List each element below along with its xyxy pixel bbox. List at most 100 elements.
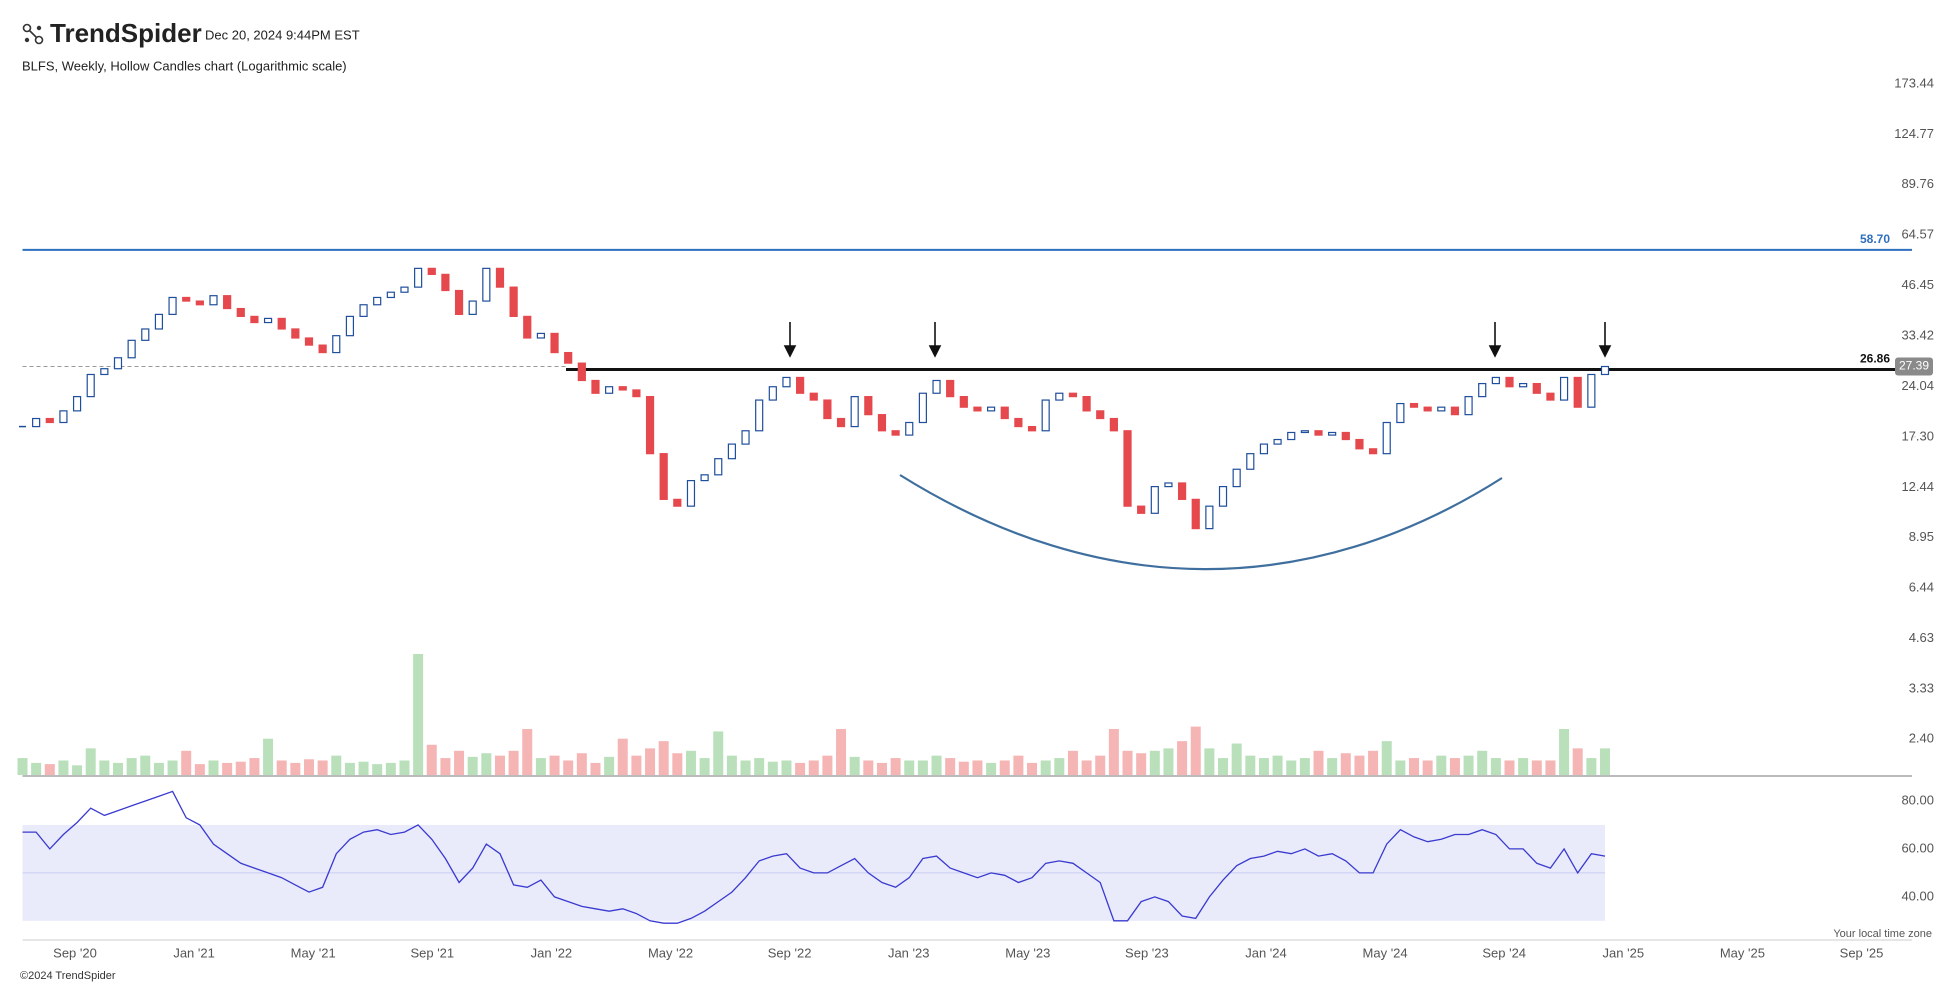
- volume-bar: [1286, 760, 1297, 775]
- volume-bar: [863, 760, 874, 775]
- volume-bar: [604, 756, 615, 775]
- volume-bar: [167, 760, 178, 775]
- volume-bar: [1299, 758, 1310, 775]
- rsi-tick-label: 80.00: [1901, 792, 1934, 807]
- candle: [1041, 399, 1050, 432]
- volume-bar: [1218, 758, 1229, 775]
- volume-bar: [1177, 741, 1188, 775]
- level-label: 26.86: [1860, 352, 1890, 366]
- volume-bar: [1149, 750, 1160, 775]
- last-price-label: 27.39: [1899, 359, 1929, 373]
- volume-bar: [1204, 748, 1215, 775]
- candle: [345, 315, 355, 337]
- volume-bar: [303, 759, 314, 775]
- x-tick-label: Jan '21: [173, 945, 215, 960]
- volume-bar: [385, 762, 396, 775]
- volume-bar: [1395, 760, 1406, 775]
- y-tick-label: 4.63: [1909, 630, 1934, 645]
- candle: [414, 267, 423, 288]
- volume: [17, 654, 1610, 775]
- y-tick-label: 3.33: [1909, 681, 1934, 696]
- candle: [1259, 443, 1269, 455]
- volume-bar: [72, 765, 83, 775]
- y-tick-label: 173.44: [1894, 75, 1934, 90]
- candle: [1096, 410, 1105, 420]
- rsi-tick-label: 40.00: [1901, 888, 1934, 903]
- volume-bar: [153, 762, 164, 775]
- candle: [86, 373, 95, 398]
- volume-bar: [563, 760, 574, 775]
- volume-bar: [1313, 750, 1324, 775]
- candle: [1519, 382, 1528, 388]
- candle: [1246, 453, 1255, 470]
- x-tick-label: Jan '25: [1603, 945, 1645, 960]
- volume-bar: [767, 761, 778, 775]
- candle: [1191, 498, 1200, 530]
- volume-bar: [986, 762, 997, 775]
- volume-bar: [1449, 758, 1460, 775]
- volume-bar: [99, 760, 110, 775]
- candle: [1355, 438, 1364, 450]
- arrows: [783, 322, 1612, 358]
- candle: [1109, 417, 1118, 432]
- volume-bar: [126, 758, 137, 775]
- volume-bar: [454, 750, 465, 775]
- volume-bar: [426, 744, 437, 775]
- candle: [1368, 448, 1378, 455]
- candle: [782, 376, 791, 388]
- volume-bar: [822, 755, 833, 775]
- candle: [454, 289, 464, 315]
- x-tick-label: Sep '22: [768, 945, 812, 960]
- volume-bar: [1518, 758, 1529, 775]
- volume-bar: [1436, 755, 1447, 775]
- candle: [32, 417, 41, 428]
- rsi-tick-label: 60.00: [1901, 840, 1934, 855]
- candle: [1123, 430, 1132, 507]
- x-tick-label: May '22: [648, 945, 693, 960]
- rsi-line: [22, 790, 1606, 924]
- candle: [986, 406, 996, 412]
- candle: [864, 396, 873, 416]
- x-tick-label: May '24: [1363, 945, 1408, 960]
- arrow-head: [928, 345, 942, 358]
- volume-bar: [1272, 755, 1283, 775]
- candle: [1177, 482, 1187, 500]
- last-price-badge: [1895, 357, 1933, 376]
- volume-bar: [85, 748, 96, 775]
- logo-icon: [28, 29, 38, 39]
- level-label: 58.70: [1860, 232, 1890, 246]
- candle: [809, 392, 818, 401]
- candle: [1082, 396, 1091, 412]
- volume-bar: [508, 750, 519, 775]
- volume-bar: [890, 758, 901, 775]
- candle: [1505, 376, 1514, 388]
- candle: [1423, 406, 1432, 412]
- candle: [1205, 505, 1214, 530]
- candle: [1300, 430, 1309, 434]
- volume-bar: [194, 764, 205, 775]
- volume-bar: [999, 760, 1010, 775]
- volume-bar: [1054, 758, 1065, 775]
- logo-icon: [36, 25, 42, 31]
- logo-icon: [24, 37, 30, 43]
- candle: [918, 392, 927, 424]
- volume-bar: [440, 758, 451, 775]
- candle: [100, 368, 109, 376]
- y-tick-label: 24.04: [1901, 378, 1934, 393]
- volume-bar: [358, 761, 369, 775]
- volume-bar: [317, 760, 328, 775]
- volume-bar: [17, 758, 28, 775]
- candle: [796, 376, 805, 394]
- volume-bar: [699, 758, 710, 775]
- volume-bar: [958, 761, 969, 775]
- candle: [768, 386, 777, 401]
- volume-bar: [576, 753, 587, 775]
- candle: [877, 414, 887, 432]
- copyright: ©2024 TrendSpider: [20, 970, 116, 982]
- volume-bar: [1327, 758, 1338, 775]
- candle: [727, 443, 736, 460]
- logo-icon: [22, 23, 32, 33]
- volume-bar: [522, 729, 533, 775]
- candle: [263, 317, 273, 324]
